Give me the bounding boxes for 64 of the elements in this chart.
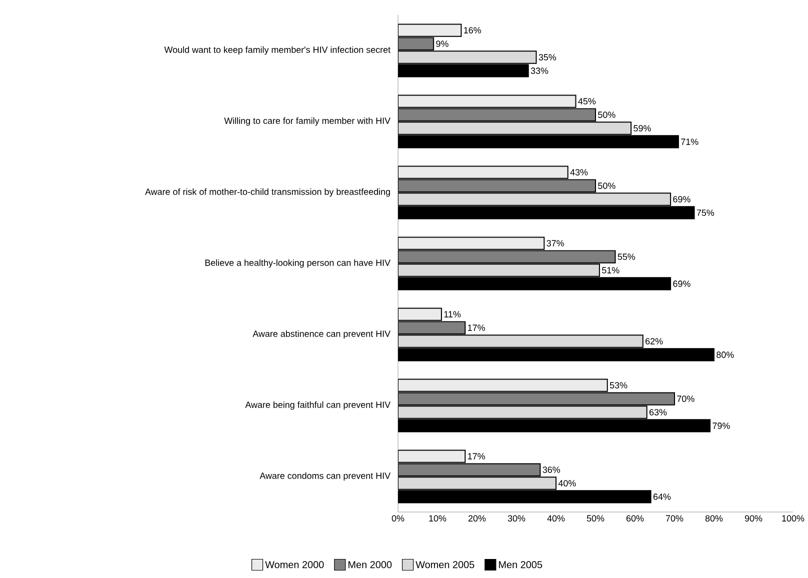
x-tick-label: 10% (429, 515, 446, 522)
data-label: 36% (542, 466, 560, 473)
data-label: 43% (570, 169, 588, 176)
data-label: 80% (716, 352, 734, 358)
data-label: 16% (464, 27, 482, 34)
x-tick-label: 80% (705, 515, 723, 522)
legend-label: Men 2005 (499, 561, 542, 568)
x-tick-label: 60% (626, 515, 644, 522)
x-tick-label: 100% (782, 515, 804, 522)
data-label: 9% (436, 40, 448, 47)
data-label: 69% (673, 280, 690, 287)
bar (398, 476, 557, 490)
bar (398, 450, 466, 463)
data-label: 64% (653, 494, 671, 500)
data-label: 59% (634, 125, 651, 132)
bar (398, 378, 608, 392)
data-label: 40% (558, 480, 576, 486)
x-tick-label: 50% (586, 515, 604, 522)
data-label: 55% (618, 254, 636, 260)
bar (398, 308, 442, 321)
data-label: 62% (646, 338, 663, 344)
x-tick-label: 30% (508, 515, 526, 522)
data-label: 11% (444, 311, 461, 318)
data-label: 33% (530, 68, 548, 74)
data-label: 53% (610, 382, 628, 388)
legend-label: Women 2005 (416, 561, 474, 568)
data-label: 79% (712, 422, 730, 429)
data-label: 71% (681, 138, 698, 145)
data-label: 75% (696, 210, 714, 216)
bar (398, 264, 600, 277)
data-label: 69% (673, 196, 690, 202)
x-tick-label: 0% (392, 515, 404, 522)
y-tick-label: Believe a healthy-looking person can have HIV (205, 259, 390, 268)
data-label: 51% (602, 267, 620, 274)
x-tick-label: 20% (468, 515, 486, 522)
bar (398, 166, 568, 179)
data-label: 63% (650, 409, 667, 416)
data-label: 17% (468, 324, 485, 331)
data-label: 35% (538, 54, 556, 60)
x-tick-label: 40% (547, 515, 565, 522)
y-tick-label: Aware condoms can prevent HIV (260, 472, 390, 481)
bar (398, 192, 672, 206)
bar (398, 94, 576, 108)
y-tick-label: Would want to keep family member's HIV infection secret (164, 46, 390, 55)
data-label: 50% (598, 112, 616, 118)
data-label: 37% (546, 240, 564, 246)
data-label: 17% (468, 453, 485, 460)
bar (398, 334, 644, 348)
bar (398, 122, 632, 135)
bar (398, 236, 545, 250)
bar (398, 24, 462, 37)
x-tick-label: 70% (666, 515, 684, 522)
bar (398, 50, 537, 64)
x-tick-label: 90% (744, 515, 762, 522)
y-tick-label: Aware of risk of mother-to-child transmission by breastfeeding (145, 188, 390, 197)
legend-label: Men 2000 (348, 561, 392, 568)
y-tick-label: Aware being faithful can prevent HIV (245, 401, 390, 410)
legend-label: Women 2000 (265, 561, 324, 568)
data-label: 50% (598, 182, 616, 189)
data-label: 70% (677, 396, 694, 402)
bar (398, 406, 648, 419)
y-tick-label: Aware abstinence can prevent HIV (252, 330, 390, 339)
y-tick-label: Willing to care for family member with HIV (224, 117, 390, 126)
data-label: 45% (578, 98, 596, 104)
